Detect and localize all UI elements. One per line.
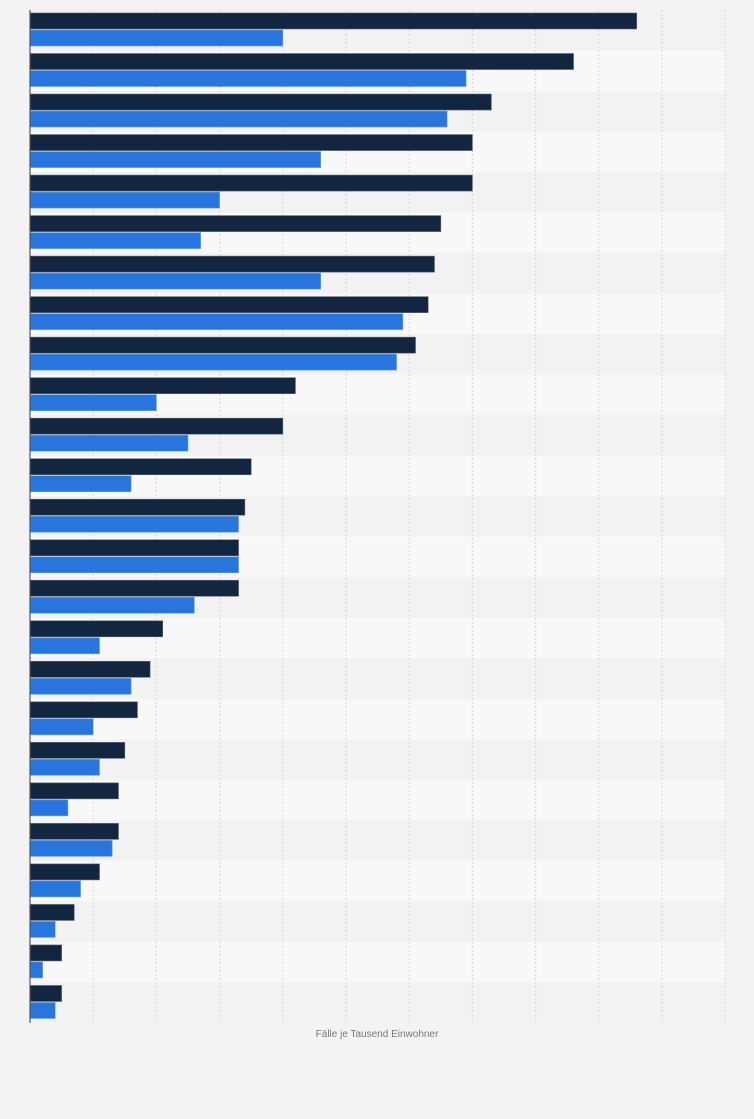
bar-series-2[interactable] [29, 232, 201, 249]
bar-series-1[interactable] [29, 53, 574, 70]
bar-series-2[interactable] [29, 799, 69, 817]
bar-series-2[interactable] [29, 1002, 56, 1019]
bar-series-1[interactable] [29, 134, 473, 151]
bar-series-1[interactable] [29, 255, 435, 273]
row-band [30, 982, 725, 1023]
row-band [30, 739, 725, 780]
row-band [30, 698, 725, 740]
bar-series-1[interactable] [29, 782, 119, 800]
bar-series-1[interactable] [29, 498, 246, 516]
bar-series-1[interactable] [29, 944, 62, 962]
bar-series-1[interactable] [29, 174, 473, 192]
bar-series-1[interactable] [29, 93, 492, 111]
bar-series-1[interactable] [29, 904, 75, 921]
bar-series-2[interactable] [29, 353, 397, 371]
bar-series-1[interactable] [29, 296, 429, 313]
row-band [30, 779, 725, 821]
bar-series-2[interactable] [29, 515, 239, 533]
bar-series-2[interactable] [29, 840, 113, 857]
bar-series-1[interactable] [29, 12, 638, 30]
bar-series-2[interactable] [29, 596, 195, 614]
bar-series-1[interactable] [29, 863, 100, 881]
bars [29, 12, 638, 1019]
row-band [30, 941, 725, 983]
bar-series-2[interactable] [29, 191, 220, 209]
x-axis-title: Fälle je Tausend Einwohner [315, 1029, 439, 1040]
bar-series-1[interactable] [29, 620, 164, 638]
bar-series-2[interactable] [29, 921, 56, 938]
bar-series-1[interactable] [29, 823, 119, 840]
bar-series-1[interactable] [29, 539, 239, 557]
bar-series-2[interactable] [29, 272, 322, 290]
bar-series-1[interactable] [29, 985, 62, 1002]
bar-series-1[interactable] [29, 458, 252, 476]
bar-series-1[interactable] [29, 661, 151, 678]
bar-series-2[interactable] [29, 394, 157, 411]
bar-series-2[interactable] [29, 556, 239, 574]
bar-series-2[interactable] [29, 313, 404, 330]
bar-series-2[interactable] [29, 70, 467, 87]
bar-series-1[interactable] [29, 215, 442, 232]
bar-series-2[interactable] [29, 110, 448, 128]
bar-series-1[interactable] [29, 377, 296, 394]
bar-series-2[interactable] [29, 759, 100, 776]
bar-series-1[interactable] [29, 701, 138, 719]
bar-series-2[interactable] [29, 678, 132, 695]
bar-series-2[interactable] [29, 880, 81, 898]
bar-series-2[interactable] [29, 475, 132, 493]
bar-series-2[interactable] [29, 718, 94, 736]
bar-series-1[interactable] [29, 579, 239, 597]
row-band [30, 820, 725, 861]
row-band [30, 901, 725, 942]
bar-series-1[interactable] [29, 417, 284, 435]
bar-series-2[interactable] [29, 29, 284, 47]
bar-series-1[interactable] [29, 336, 416, 354]
bar-series-2[interactable] [29, 434, 189, 452]
bar-series-2[interactable] [29, 637, 100, 655]
bar-series-1[interactable] [29, 742, 126, 759]
bar-series-2[interactable] [29, 961, 43, 979]
row-band [30, 860, 725, 902]
bar-series-2[interactable] [29, 151, 322, 168]
